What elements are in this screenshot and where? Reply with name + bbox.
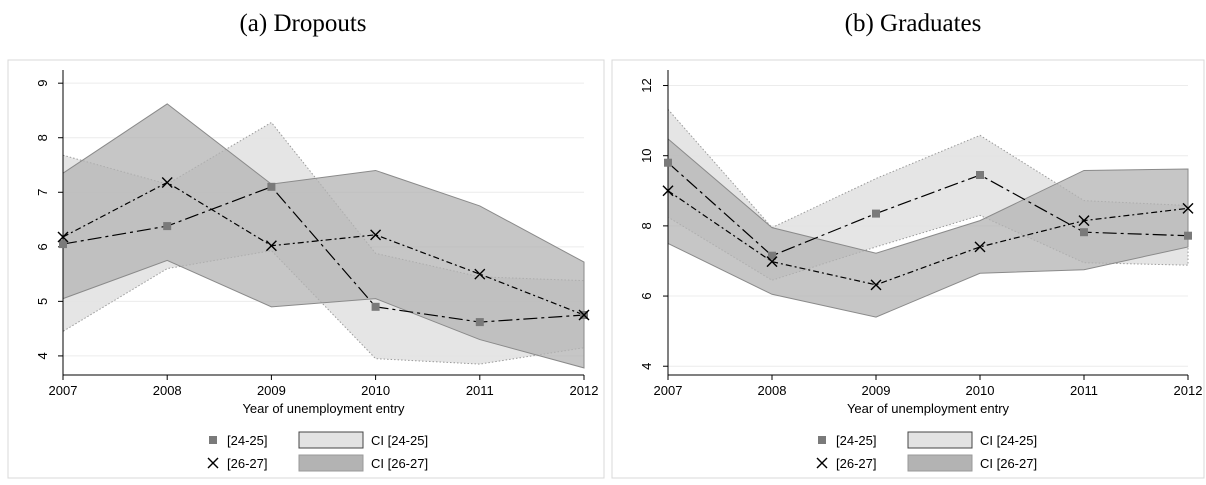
chart-b-point-24-25	[768, 251, 776, 260]
chart-a-y-tick-label: 4	[35, 352, 50, 359]
chart-a-point-24-25	[371, 302, 380, 311]
chart-a-y-tick-label: 8	[35, 134, 50, 141]
chart-b-point-26-27-stroke	[974, 241, 986, 253]
chart-b-point-26-27-stroke	[1182, 202, 1194, 214]
chart-a-point-26-27	[265, 240, 277, 252]
chart-b-point-26-27	[662, 185, 674, 197]
chart-a-point-26-27-stroke	[265, 240, 277, 252]
chart-b-x-tick-label: 2008	[758, 383, 787, 398]
chart-a-x-axis-label: Year of unemployment entry	[242, 401, 405, 416]
chart-b-y-tick-label: 4	[639, 363, 654, 370]
chart-a-series-line-26-27	[62, 181, 585, 316]
chart-a-point-26-27-stroke	[161, 176, 173, 188]
chart-a-legend-swatch-ci-24-25	[298, 431, 364, 449]
chart-b-point-24-25	[1184, 231, 1192, 240]
chart-a-point-26-27	[161, 176, 173, 188]
chart-b-x-tick-label: 2007	[654, 383, 683, 398]
chart-a-x-tick-label: 2008	[153, 383, 182, 398]
chart-a-point-26-27-stroke	[57, 231, 69, 243]
chart-b-y-tick-label: 10	[639, 148, 654, 162]
chart-a-point-26-27-stroke	[578, 309, 590, 321]
chart-a-legend-label-ci-26-27: CI [26-27]	[371, 456, 428, 471]
chart-b-y-tick-label: 6	[639, 292, 654, 299]
chart-a-point-26-27	[370, 229, 382, 241]
chart-a-point-26-27	[578, 309, 590, 321]
chart-b-y-tick-label: 8	[639, 222, 654, 229]
chart-b-ci-band-26-27	[667, 137, 1189, 318]
chart-b-series-line-26-27	[667, 190, 1189, 286]
chart-a-x-tick-label: 2010	[361, 383, 390, 398]
chart-b-point-26-27	[766, 256, 778, 268]
chart-a-point-24-25	[163, 222, 172, 231]
chart-a-x-tick-label: 2007	[49, 383, 78, 398]
chart-b-point-24-25	[872, 209, 880, 218]
chart-a-legend-label-26-27: [26-27]	[227, 456, 267, 471]
chart-a-x-tick-label: 2009	[257, 383, 286, 398]
chart-b-point-26-27	[1078, 215, 1090, 227]
chart-a-legend-swatch-ci-26-27	[298, 454, 364, 472]
chart-b-legend-label-26-27: [26-27]	[836, 456, 876, 471]
chart-b-legend-label-ci-24-25: CI [24-25]	[980, 433, 1037, 448]
chart-b-point-26-27	[1182, 202, 1194, 214]
chart-a-y-tick-label: 6	[35, 243, 50, 250]
chart-a-y-tick-label: 9	[35, 80, 50, 87]
chart-b-x-tick-label: 2012	[1174, 383, 1203, 398]
chart-a-point-24-25	[475, 318, 484, 327]
chart-b-point-26-27	[974, 241, 986, 253]
chart-b-legend-marker-24-25	[818, 436, 826, 444]
chart-a-legend-label-ci-24-25: CI [24-25]	[371, 433, 428, 448]
chart-b-series-line-24-25	[667, 162, 1189, 257]
chart-b-point-26-27-stroke	[1078, 215, 1090, 227]
chart-b-point-26-27-stroke	[766, 256, 778, 268]
chart-a-title: (a) Dropouts	[239, 10, 367, 37]
chart-b-legend-label-24-25: [24-25]	[836, 433, 876, 448]
chart-b-point-26-27-stroke	[662, 185, 674, 197]
chart-b-x-axis-label: Year of unemployment entry	[847, 401, 1010, 416]
chart-a-legend-marker-stroke	[207, 457, 219, 469]
chart-b-legend-marker-stroke	[816, 457, 828, 469]
chart-a-y-tick-label: 5	[35, 298, 50, 305]
chart-b-point-26-27	[870, 279, 882, 291]
chart-a-ci-band-26-27	[62, 103, 585, 369]
chart-a-point-24-25	[59, 240, 67, 249]
chart-a-legend-label-24-25: [24-25]	[227, 433, 267, 448]
chart-a-legend-marker-26-27	[207, 457, 219, 469]
chart-a-point-26-27-stroke	[474, 268, 486, 280]
chart-b-x-tick-label: 2009	[862, 383, 891, 398]
chart-b-legend-label-ci-26-27: CI [26-27]	[980, 456, 1037, 471]
chart-a-y-tick-label: 7	[35, 189, 50, 196]
chart-b-legend-swatch-ci-26-27	[907, 454, 973, 472]
chart-a-x-tick-label: 2012	[570, 383, 599, 398]
chart-a-point-26-27	[57, 231, 69, 243]
chart-a-point-26-27-stroke	[370, 229, 382, 241]
chart-b-point-24-25	[1080, 228, 1088, 237]
chart-a-x-tick-label: 2011	[466, 383, 494, 398]
chart-a-point-24-25	[267, 182, 276, 191]
chart-b-x-tick-label: 2011	[1070, 383, 1098, 398]
chart-b-title: (b) Graduates	[844, 10, 982, 37]
chart-b-legend-marker-26-27	[816, 457, 828, 469]
chart-b-point-26-27-stroke	[870, 279, 882, 291]
chart-b-point-24-25	[976, 171, 984, 179]
chart-b-x-tick-label: 2010	[966, 383, 995, 398]
chart-b-y-tick-label: 12	[639, 78, 654, 92]
chart-b-legend-swatch-ci-24-25	[907, 431, 973, 449]
chart-b-point-24-25	[664, 158, 672, 167]
chart-a-point-26-27	[474, 268, 486, 280]
chart-a-series-line-24-25	[62, 186, 585, 323]
chart-a-frame	[7, 59, 605, 479]
chart-a-legend-marker-24-25	[209, 436, 217, 444]
chart-b-frame	[611, 59, 1205, 479]
